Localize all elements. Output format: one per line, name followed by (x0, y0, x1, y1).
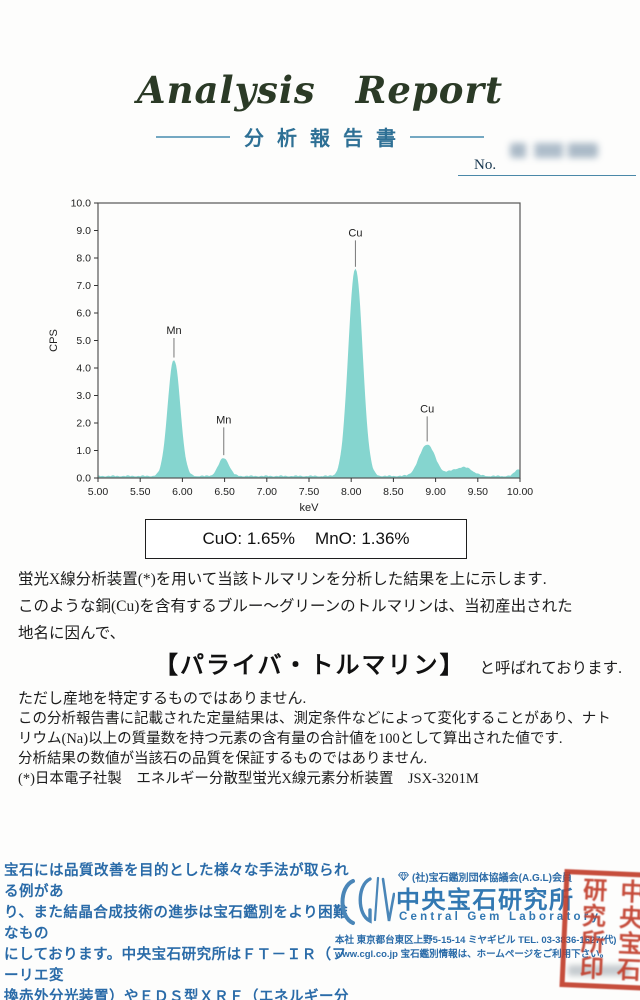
statement-line: にしております。中央宝石研究所はＦＴ－ＩＲ（フーリエ変 (4, 947, 347, 984)
svg-text:8.0: 8.0 (76, 253, 91, 265)
svg-text:6.50: 6.50 (214, 486, 235, 498)
svg-text:0.0: 0.0 (76, 473, 91, 485)
svg-text:6.0: 6.0 (76, 308, 91, 320)
subtitle-rule-right (410, 135, 484, 138)
statement-line: 宝石には品質改善を目的とした様々な手法が取られる例があ (4, 863, 349, 900)
svg-text:Mn: Mn (216, 414, 231, 426)
svg-text:9.00: 9.00 (425, 486, 446, 498)
note-line: 分析結果の数値が当該石の品質を保証するものではありません. (18, 751, 428, 767)
svg-text:7.00: 7.00 (257, 486, 278, 498)
gem-name-row: 【パライバ・トルマリン】 と呼ばれております. (18, 645, 628, 680)
svg-text:1.0: 1.0 (76, 445, 91, 457)
svg-text:Cu: Cu (348, 227, 362, 239)
description-line: このような銅(Cu)を含有するブルー～グリーンのトルマリンは、当初産出された (18, 598, 573, 615)
svg-text:5.0: 5.0 (76, 335, 91, 347)
agl-membership: (社)宝石鑑別団体協議会(A.G.L)会員 (398, 869, 572, 884)
seal-column-left: 研究所印 (574, 876, 606, 982)
svg-text:CPS: CPS (48, 329, 60, 352)
lab-website: www.cgl.co.jp 宝石鑑別情報は、ホームページをご利用下さい。 (335, 949, 610, 960)
note-line: (*)日本電子社製 エネルギー分散型蛍光X線元素分析装置 JSX-3201M (18, 771, 479, 787)
svg-text:Cu: Cu (420, 403, 434, 415)
svg-text:keV: keV (300, 502, 320, 514)
cuo-value: CuO: 1.65% (202, 529, 296, 548)
svg-text:9.0: 9.0 (76, 225, 91, 237)
svg-text:2.0: 2.0 (76, 418, 91, 430)
redacted-report-number (510, 143, 598, 158)
report-number-field: No. (458, 142, 636, 176)
quant-result-box: CuO: 1.65% MnO: 1.36% (145, 519, 467, 559)
lab-name-en: Central Gem Laboratory (399, 911, 602, 923)
svg-text:3.0: 3.0 (76, 390, 91, 402)
svg-text:Mn: Mn (166, 325, 181, 337)
subtitle-row: 分析報告書 (0, 122, 640, 151)
svg-text:9.50: 9.50 (468, 486, 489, 498)
lab-statement: 宝石には品質改善を目的とした様々な手法が取られる例があ り、また結晶合成技術の進… (4, 861, 349, 1000)
svg-text:7.0: 7.0 (76, 280, 91, 292)
lab-seal-stamp: 中央宝石 研究所印 (559, 869, 640, 991)
xrf-spectrum-chart: 0.0 1.0 2.0 3.0 4.0 5.0 6.0 7.0 8.0 9.0 10.0 5.00 5.… (48, 198, 533, 515)
svg-text:10.00: 10.00 (507, 486, 533, 498)
note-line: リウム(Na)以上の質量数を持つ元素の含有量の合計値を100として算出された値で… (18, 731, 563, 747)
svg-text:6.00: 6.00 (172, 486, 193, 498)
cgl-logo (340, 876, 395, 925)
description-line: 蛍光X線分析装置(*)を用いて当該トルマリンを分析した結果を上に示します. (18, 571, 547, 588)
origin-disclaimer: ただし産地を特定するものではありません. (18, 691, 307, 707)
redacted-stamp-number (568, 965, 630, 976)
statement-line: 換赤外分光装置）やＥＤＳ型ＸＲＦ（エネルギー分散型蛍光 (4, 989, 349, 1000)
svg-text:8.00: 8.00 (341, 486, 362, 498)
svg-text:8.50: 8.50 (383, 486, 404, 498)
page-title: Analysis Report (136, 68, 504, 112)
svg-text:5.50: 5.50 (130, 486, 151, 498)
gem-name-highlight: 【パライバ・トルマリン】 (154, 653, 466, 679)
statement-line: り、また結晶合成技術の進歩は宝石鑑別をより困難なもの (4, 905, 349, 942)
page-subtitle: 分析報告書 (244, 128, 409, 150)
subtitle-rule-left (156, 135, 230, 138)
description-line: 地名に因んで、 (18, 625, 126, 642)
svg-text:10.0: 10.0 (71, 198, 92, 210)
analysis-description: 蛍光X線分析装置(*)を用いて当該トルマリンを分析した結果を上に示します. この… (18, 566, 628, 647)
lab-name-jp: 中央宝石研究所 (396, 887, 575, 914)
gem-icon (398, 872, 409, 881)
notes-paragraph: この分析報告書に記載された定量結果は、測定条件などによって変化することがあり、ナ… (18, 709, 633, 789)
svg-text:4.0: 4.0 (76, 363, 91, 375)
seal-column-right: 中央宝石 (611, 878, 640, 984)
agl-membership-text: (社)宝石鑑別団体協議会(A.G.L)会員 (412, 873, 572, 884)
gem-name-suffix: と呼ばれております. (479, 660, 622, 677)
mno-value: MnO: 1.36% (315, 529, 410, 548)
lab-address: 本社 東京都台東区上野5-15-14 ミヤギビル TEL. 03-3836-16… (335, 935, 617, 946)
note-line: この分析報告書に記載された定量結果は、測定条件などによって変化することがあり、ナ… (18, 711, 611, 727)
svg-text:7.50: 7.50 (299, 486, 320, 498)
svg-text:5.00: 5.00 (88, 486, 109, 498)
lab-identity-block: (社)宝石鑑別団体協議会(A.G.L)会員 中央宝石研究所 Central Ge… (333, 866, 640, 966)
report-number-label: No. (474, 157, 497, 173)
